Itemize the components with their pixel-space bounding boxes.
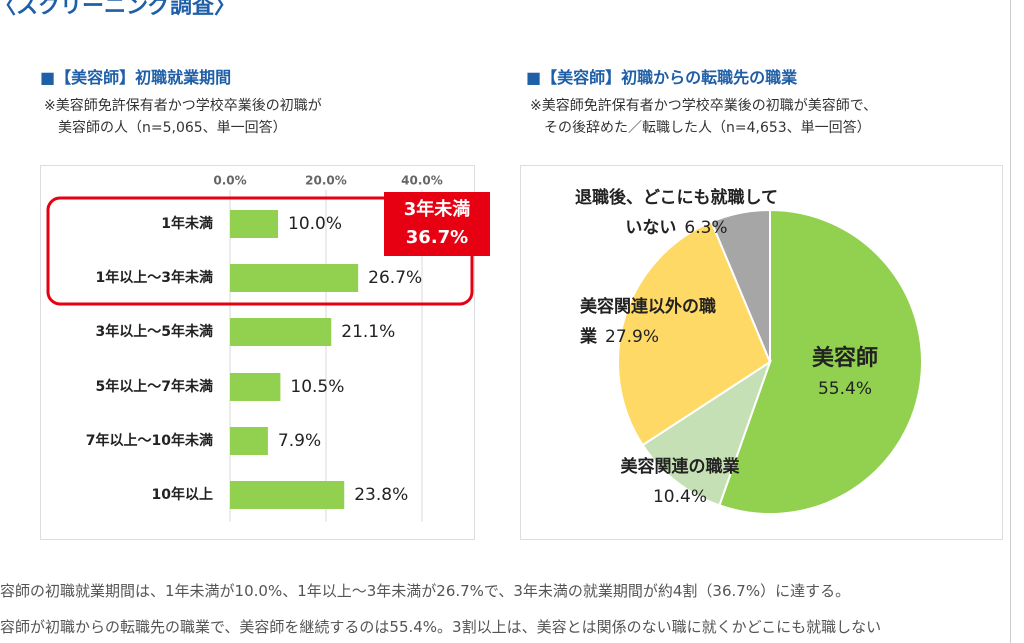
value-label: 23.8% — [354, 485, 408, 505]
bar — [230, 481, 345, 509]
category-label: 7年以上～10年未満 — [86, 432, 213, 449]
value-label: 7.9% — [278, 431, 321, 451]
bar — [230, 318, 332, 346]
slice-value-label: 6.3% — [684, 218, 728, 238]
x-tick-label: 20.0% — [305, 174, 347, 188]
value-label: 10.5% — [290, 377, 344, 397]
pie-label: 美容関連の職業 10.4% — [600, 452, 760, 512]
slice-value-label: 27.9% — [605, 327, 660, 347]
bar — [230, 264, 359, 292]
paragraph: 容師の初職就業期間は、1年未満が10.0%、1年以上～3年未満が26.7%で、3… — [0, 582, 851, 600]
chart-subtitle: ※美容師免許保有者かつ学校卒業後の初職が美容師で、 その後辞めた／転職した人（n… — [530, 95, 877, 139]
pie-label: 美容関連以外の職業 27.9% — [580, 292, 720, 352]
subtitle-line: 美容師の人（n=5,065、単一回答） — [58, 120, 287, 136]
chart-title: ■【美容師】初職からの転職先の職業 — [526, 68, 798, 87]
category-label: 3年以上～5年未満 — [96, 323, 213, 340]
annotation-text: 3年未満 — [404, 198, 471, 220]
slice-name: 美容関連の職業 — [620, 457, 740, 477]
pie-label: 退職後、どこにも就職していない 6.3% — [574, 183, 779, 243]
pie-slice — [710, 208, 771, 363]
value-label: 10.0% — [288, 214, 342, 234]
annotation-text: 36.7% — [406, 227, 468, 248]
slice-value-label: 55.4% — [817, 379, 872, 399]
chart-subtitle: ※美容師免許保有者かつ学校卒業後の初職が 美容師の人（n=5,065、単一回答） — [44, 95, 322, 139]
bar — [230, 373, 281, 401]
category-label: 10年以上 — [152, 486, 213, 503]
section-heading: 〈スクリーニング調査〉 — [0, 0, 237, 19]
slice-name: 美容関連以外の職業 — [580, 297, 716, 347]
annotation-box — [384, 192, 490, 256]
category-label: 5年以上～7年未満 — [96, 378, 213, 395]
subtitle-line: その後辞めた／転職した人（n=4,653、単一回答） — [544, 120, 871, 136]
bar — [230, 210, 278, 238]
chart-title: ■【美容師】初職就業期間 — [40, 68, 232, 87]
subtitle-line: ※美容師免許保有者かつ学校卒業後の初職が — [44, 98, 322, 114]
value-label: 21.1% — [341, 322, 395, 342]
paragraph: 容師が初職からの転職先の職業で、美容師を継続するのは55.4%。3割以上は、美容… — [0, 618, 882, 636]
slice-value-label: 10.4% — [652, 487, 707, 507]
category-label: 1年未満 — [161, 215, 213, 232]
chart-panel — [40, 165, 475, 540]
x-tick-label: 40.0% — [401, 174, 443, 188]
pie-slice — [617, 220, 772, 447]
chart-panel — [520, 165, 1003, 540]
pie-slice — [641, 359, 772, 507]
category-label: 1年以上～3年未満 — [96, 269, 213, 286]
scroll-edge — [1010, 0, 1011, 643]
bar — [230, 427, 268, 455]
subtitle-line: ※美容師免許保有者かつ学校卒業後の初職が美容師で、 — [530, 98, 878, 114]
slice-name: 美容師 — [811, 346, 878, 371]
slice-name: 退職後、どこにも就職していない — [575, 188, 778, 238]
x-tick-label: 0.0% — [213, 174, 246, 188]
pie-label: 美容師 55.4% — [790, 344, 900, 404]
value-label: 26.7% — [368, 268, 422, 288]
